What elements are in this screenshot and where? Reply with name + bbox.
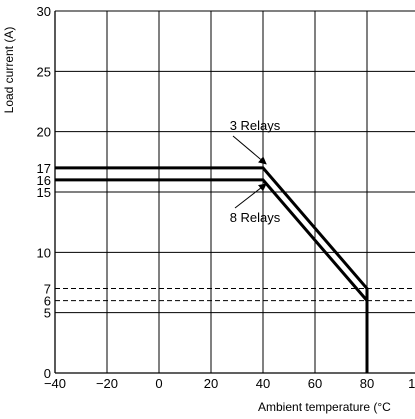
y-tick-label: 6 [44, 294, 51, 309]
annotation-arrow-eight-relays [234, 183, 267, 209]
x-tick-label: 0 [155, 376, 162, 391]
annotation-label-eight-relays: 8 Relays [230, 210, 281, 225]
annotations: 3 Relays 8 Relays [230, 118, 281, 225]
y-tick-label: 16 [37, 173, 51, 188]
x-tick-label: −40 [44, 376, 66, 391]
x-tick-label: 80 [360, 376, 374, 391]
y-tick-label: 20 [37, 125, 51, 140]
y-tick-label: 0 [44, 366, 51, 381]
y-tick-label: 10 [37, 245, 51, 260]
grid [55, 11, 415, 373]
annotation-arrow-three-relays [232, 135, 267, 165]
y-tick-label: 5 [44, 306, 51, 321]
x-tick-label: 100 [408, 376, 415, 391]
series-lines [55, 166, 369, 373]
axes [54, 10, 415, 374]
x-tick-label: −20 [96, 376, 118, 391]
y-tick-label: 25 [37, 64, 51, 79]
y-axis-title: Load current (A) [2, 27, 16, 114]
y-tick-label: 7 [44, 282, 51, 297]
x-tick-label: 60 [308, 376, 322, 391]
y-tick-label: 17 [37, 161, 51, 176]
x-axis-title: Ambient temperature (°C [258, 400, 391, 414]
y-tick-label: 30 [37, 4, 51, 19]
annotation-label-three-relays: 3 Relays [230, 118, 281, 133]
x-tick-label: 40 [256, 376, 270, 391]
x-tick-label: 20 [204, 376, 218, 391]
y-tick-label: 15 [37, 185, 51, 200]
series-line-eight-relays [55, 178, 369, 373]
